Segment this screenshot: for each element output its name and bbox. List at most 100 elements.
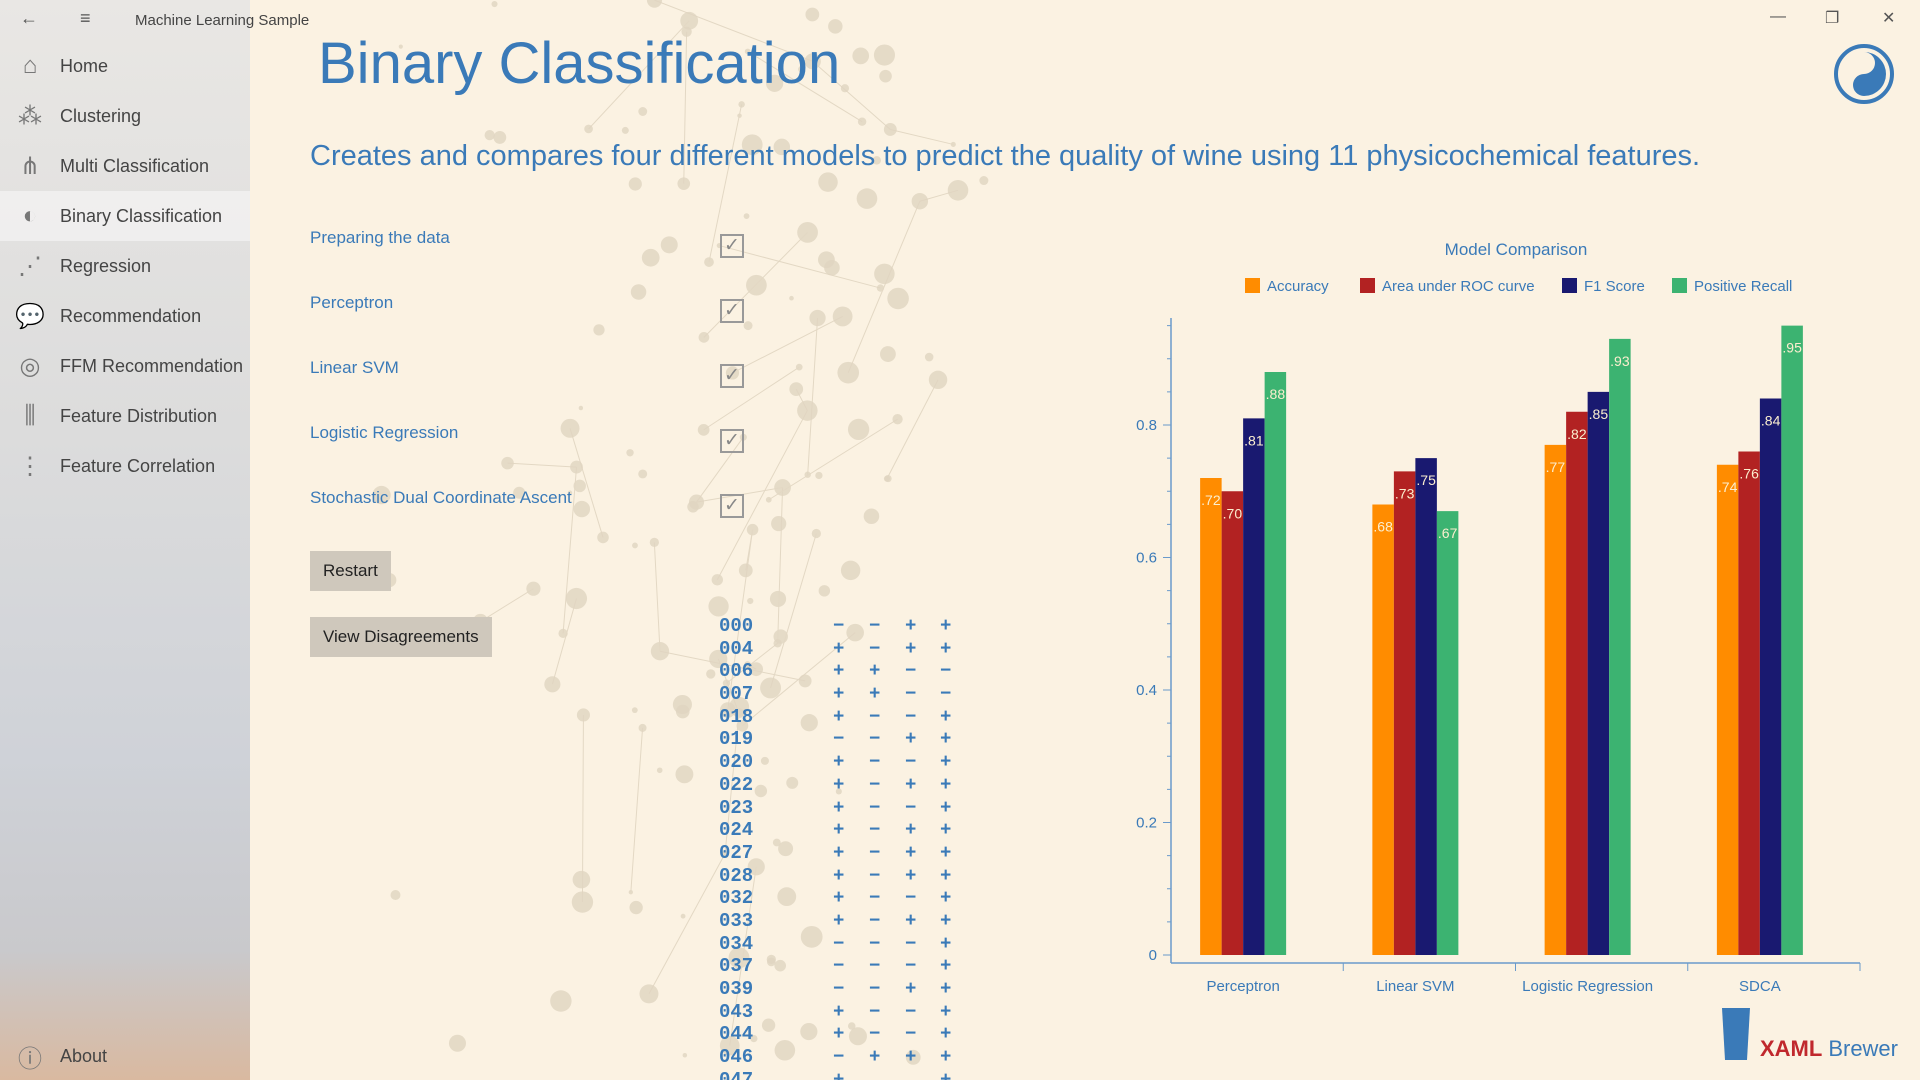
step-checkbox[interactable]: ✓ xyxy=(720,364,744,388)
model-vote: + xyxy=(940,1000,952,1023)
y-tick-label: 0.2 xyxy=(1136,815,1157,832)
disagreement-row[interactable]: 037− − − + xyxy=(719,955,979,978)
step-checkbox[interactable]: ✓ xyxy=(720,429,744,453)
main-content: Binary Classification Creates and compar… xyxy=(250,0,1920,1080)
model-vote: + xyxy=(869,1046,881,1069)
brand-brewer: Brewer xyxy=(1828,1036,1898,1061)
nav-item-recommendation[interactable]: 💬 Recommendation xyxy=(0,291,250,341)
view-disagreements-button[interactable]: View Disagreements xyxy=(310,617,492,657)
legend-label: Positive Recall xyxy=(1694,278,1792,295)
disagreement-row[interactable]: 007 + + − − xyxy=(719,683,979,706)
model-vote: − xyxy=(869,841,881,864)
disagreements-list[interactable]: 000− − + +004 + − + +006 + + − −007 + + − −018 + − − +019− −… xyxy=(719,615,979,1080)
nav-label: Feature Correlation xyxy=(60,455,216,476)
model-vote: + xyxy=(940,773,952,796)
disagreement-row[interactable]: 039 − − + + xyxy=(719,978,979,1001)
x-tick-label: Linear SVM xyxy=(1376,978,1454,995)
sample-id: 043 xyxy=(719,1000,754,1023)
model-vote: + xyxy=(940,955,952,978)
nav-item-multi-classification[interactable]: ⋔ Multi Classification xyxy=(0,141,250,191)
y-tick-label: 0.8 xyxy=(1136,417,1157,434)
about-button[interactable]: ⓘ About xyxy=(14,1040,107,1073)
disagreement-row[interactable]: 022 + − + + xyxy=(719,774,979,797)
model-vote: + xyxy=(833,1068,845,1080)
model-vote: + xyxy=(905,978,917,1000)
sidebar: ⌂ Home ⁂ Clustering ⋔ Multi Classification ◐ Bi… xyxy=(0,0,250,1080)
nav-item-home[interactable]: ⌂ Home xyxy=(0,41,250,91)
model-vote: − xyxy=(833,1046,845,1069)
app-logo xyxy=(1833,43,1895,110)
bar-value-label: .67 xyxy=(1438,525,1458,541)
restart-button[interactable]: Restart xyxy=(310,551,391,591)
nav-label: Binary Classification xyxy=(60,205,223,226)
disagreement-row[interactable]: 032 + − − + xyxy=(719,887,979,910)
nav-item-feature-correlation[interactable]: ⋮ Feature Correlation xyxy=(0,441,250,491)
model-vote: + xyxy=(940,705,952,728)
disagreement-row[interactable]: 006 + + − − xyxy=(719,660,979,683)
bar-f1-score xyxy=(1759,398,1782,955)
step-checkbox[interactable]: ✓ xyxy=(720,234,744,258)
disagreement-row[interactable]: 000 − − + + xyxy=(719,615,979,638)
model-vote: + xyxy=(905,728,917,751)
model-vote: − xyxy=(869,819,881,842)
model-vote: − xyxy=(869,932,881,955)
bar-area-under-roc-curve xyxy=(1393,471,1416,955)
nav-item-feature-distribution[interactable]: ⫼ Feature Distribution xyxy=(0,391,250,441)
disagreement-row[interactable]: 044 + − − + xyxy=(719,1023,979,1046)
nav-item-binary-classification[interactable]: ◐ Binary Classification xyxy=(0,191,250,241)
model-vote: − xyxy=(869,955,881,978)
sample-id: 022 xyxy=(719,773,754,796)
model-vote: − xyxy=(833,932,845,955)
bar-f1-score xyxy=(1587,391,1610,955)
nav-label: Recommendation xyxy=(60,305,202,326)
model-vote: + xyxy=(833,705,845,728)
bar-value-label: .81 xyxy=(1244,432,1264,448)
model-vote: − xyxy=(869,978,881,1000)
step-checkbox[interactable]: ✓ xyxy=(720,299,744,323)
model-vote: − xyxy=(905,660,917,683)
disagreement-row[interactable]: 020 + − − + xyxy=(719,751,979,774)
disagreement-row[interactable]: 004 + − + + xyxy=(719,638,979,661)
model-vote: + xyxy=(833,841,845,864)
model-vote: + xyxy=(833,887,845,910)
ffm-icon: ◎ xyxy=(19,352,41,380)
close-button[interactable]: ✕ xyxy=(1882,10,1896,27)
disagreement-row[interactable]: 018 + − − + xyxy=(719,706,979,729)
multi-classification-icon: ⋔ xyxy=(19,152,41,180)
step-label: Logistic Regression xyxy=(310,423,459,442)
disagreement-row[interactable]: 047 + + xyxy=(719,1069,979,1080)
disagreement-row[interactable]: 033 + − + + xyxy=(719,910,979,933)
nav-label: Clustering xyxy=(60,105,142,126)
disagreement-row[interactable]: 027 + − + + xyxy=(719,842,979,865)
step-label: Preparing the data xyxy=(310,228,450,247)
bar-accuracy xyxy=(1200,478,1222,955)
home-icon: ⌂ xyxy=(22,52,38,79)
model-vote: + xyxy=(940,796,952,819)
hamburger-menu-icon[interactable]: ≡ xyxy=(80,8,91,28)
disagreement-row[interactable]: 028 + − + + xyxy=(719,865,979,888)
disagreement-row[interactable]: 024 + − + + xyxy=(719,819,979,842)
nav-item-clustering[interactable]: ⁂ Clustering xyxy=(0,91,250,141)
disagreement-row[interactable]: 046 − + + + xyxy=(719,1046,979,1069)
disagreement-row[interactable]: 043 + − − + xyxy=(719,1001,979,1024)
restore-button[interactable]: ❐ xyxy=(1825,10,1840,27)
model-vote: − xyxy=(905,751,917,774)
model-vote: − xyxy=(869,1023,881,1046)
disagreement-row[interactable]: 034− − − + xyxy=(719,933,979,956)
minimize-button[interactable]: — xyxy=(1770,8,1786,25)
nav-label: Regression xyxy=(60,255,152,276)
back-icon[interactable]: ← xyxy=(20,8,38,28)
nav-item-ffm-recommendation[interactable]: ◎ FFM Recommendation xyxy=(0,341,250,391)
step-checkbox[interactable]: ✓ xyxy=(720,494,744,518)
disagreement-row[interactable]: 019 − − + + xyxy=(719,728,979,751)
sample-id: 037 xyxy=(719,955,754,978)
bar-area-under-roc-curve xyxy=(1221,491,1244,955)
model-vote: + xyxy=(833,819,845,842)
sample-id: 028 xyxy=(719,864,754,887)
sample-id: 033 xyxy=(719,909,754,932)
model-vote: + xyxy=(940,978,952,1000)
disagreement-row[interactable]: 023 + − − + xyxy=(719,797,979,820)
model-vote: + xyxy=(833,1000,845,1023)
nav-item-regression[interactable]: ⋰ Regression xyxy=(0,241,250,291)
sample-id: 020 xyxy=(719,751,754,774)
